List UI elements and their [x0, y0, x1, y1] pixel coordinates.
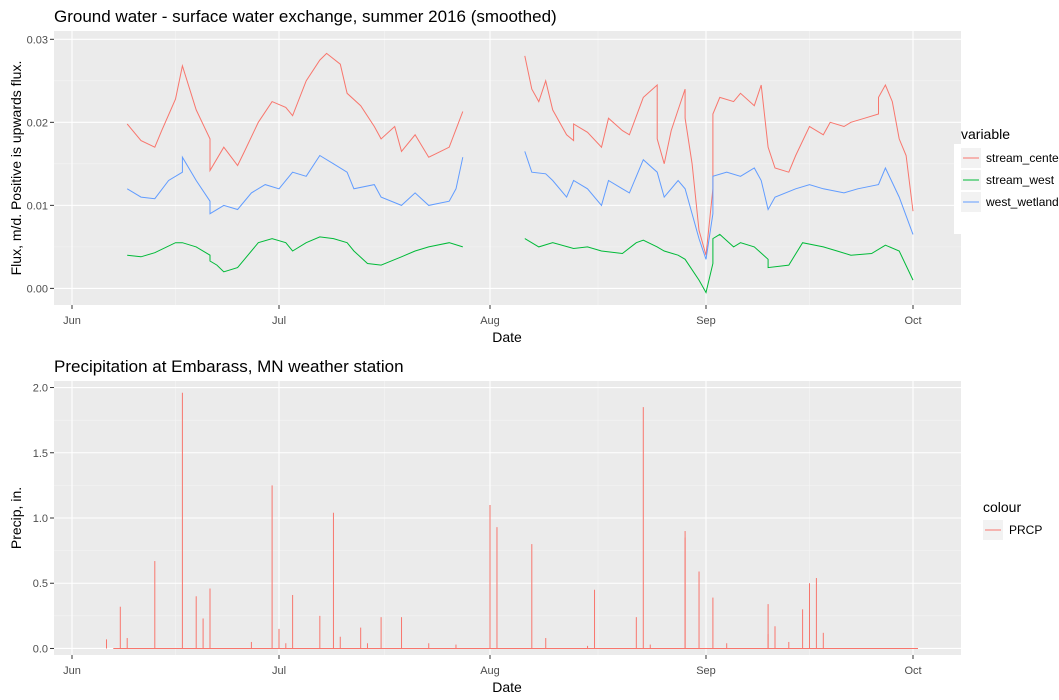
chart2-x-tick-labels: Jun Jul Aug Sep Oct	[63, 655, 922, 677]
chart1-x-tick-labels: Jun Jul Aug Sep Oct	[63, 305, 922, 327]
x-tick-label: Jun	[63, 665, 81, 677]
legend-label-west_wetland: west_wetland	[985, 195, 1059, 209]
x-tick-label: Jul	[272, 315, 286, 327]
chart1-legend-title: variable	[961, 126, 1010, 142]
x-tick-label: Oct	[904, 665, 921, 677]
y-tick-label: 0.03	[27, 34, 48, 46]
x-tick-label: Sep	[696, 665, 716, 677]
series-line-stream_west	[127, 236, 463, 273]
chart1-plot-background	[54, 31, 961, 305]
chart1-x-axis-title: Date	[492, 329, 522, 345]
y-tick-label: 0.0	[33, 643, 48, 655]
y-tick-label: 1.5	[33, 448, 48, 460]
legend-label-stream_center: stream_center	[986, 151, 1059, 165]
chart1-series	[126, 52, 914, 294]
y-tick-label: 1.0	[33, 513, 48, 525]
series-line-west_wetland	[126, 154, 464, 215]
x-tick-label: Aug	[480, 665, 500, 677]
y-tick-label: 0.02	[27, 117, 48, 129]
x-tick-label: Jun	[63, 315, 81, 327]
series-line-stream_center	[126, 52, 464, 173]
chart2-bars	[106, 392, 918, 649]
x-tick-label: Oct	[904, 315, 921, 327]
legend-label-stream_west: stream_west	[986, 173, 1055, 187]
chart1-y-tick-labels: 0.00 0.01 0.02 0.03	[27, 34, 54, 295]
chart2-title: Precipitation at Embarass, MN weather st…	[54, 357, 404, 376]
y-tick-label: 0.00	[27, 283, 48, 295]
y-tick-label: 0.01	[27, 200, 48, 212]
chart2-y-axis-title: Precip, in.	[8, 487, 24, 549]
series-line-stream_center	[524, 55, 914, 256]
x-tick-label: Sep	[696, 315, 716, 327]
series-line-stream_west	[524, 233, 914, 294]
chart2-y-tick-labels: 0.0 0.5 1.0 1.5 2.0	[33, 383, 54, 655]
chart1-y-axis-title: Flux, m/d. Positive is upwards flux.	[8, 61, 24, 276]
y-tick-label: 0.5	[33, 578, 48, 590]
chart2-x-axis-title: Date	[492, 679, 522, 695]
series-line-west_wetland	[524, 151, 914, 260]
legend-label-PRCP: PRCP	[1009, 523, 1042, 537]
chart2-legend: colour PRCP	[983, 499, 1042, 540]
x-tick-label: Jul	[272, 665, 286, 677]
x-tick-label: Aug	[480, 315, 500, 327]
chart1-title: Ground water - surface water exchange, s…	[54, 7, 557, 26]
y-tick-label: 2.0	[33, 383, 48, 395]
chart1-legend: variable stream_center stream_west west_we…	[954, 126, 1059, 234]
chart1-gridlines	[54, 31, 961, 305]
chart2-legend-title: colour	[983, 499, 1021, 515]
